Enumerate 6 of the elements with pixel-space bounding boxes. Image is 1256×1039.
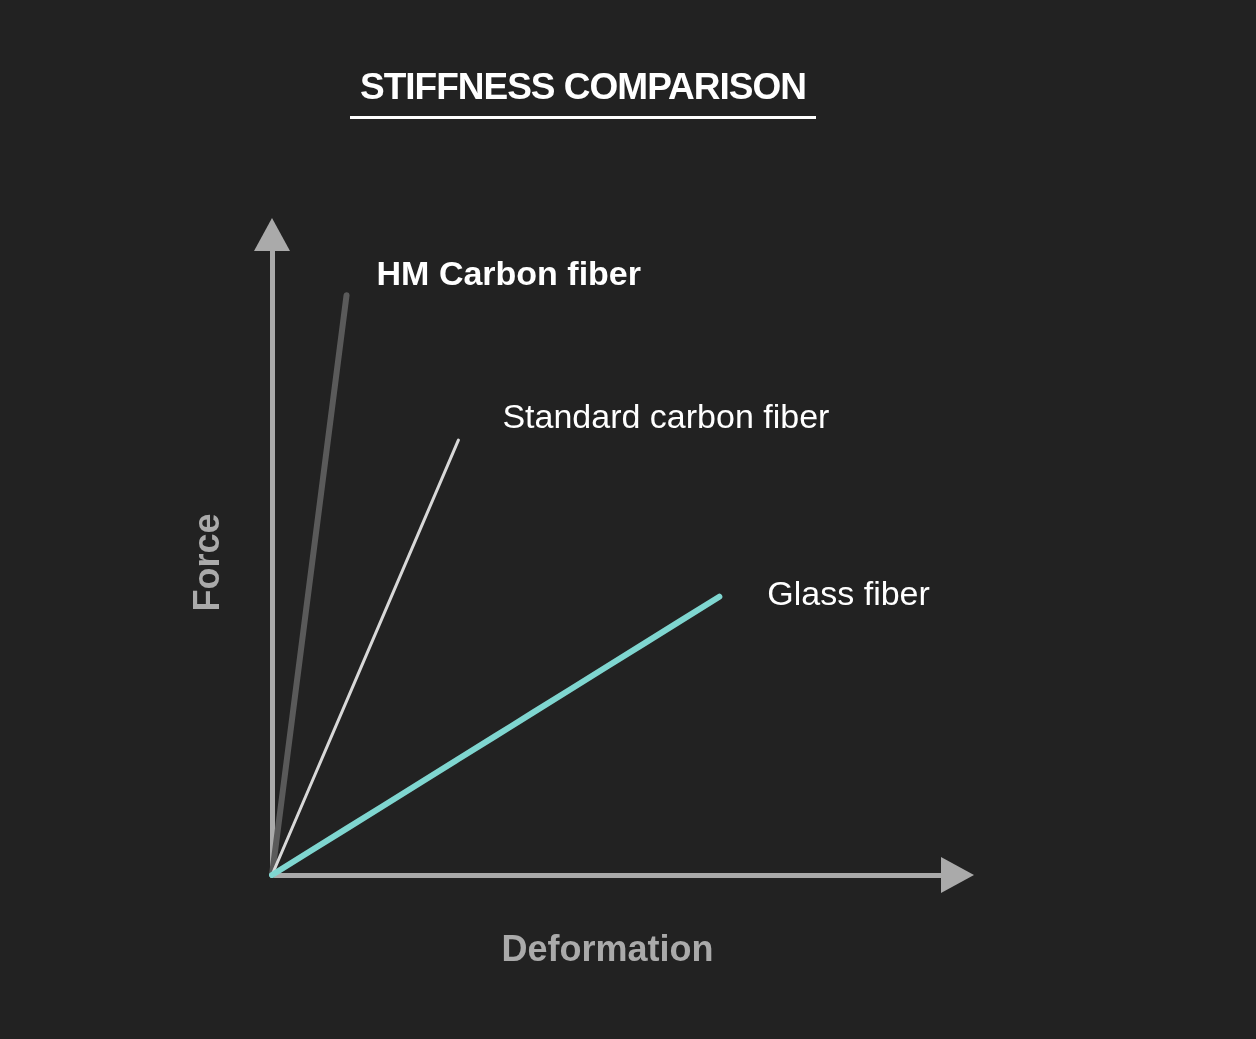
series-label: Glass fiber: [767, 573, 930, 612]
x-axis-title: Deformation: [501, 927, 714, 969]
series-label: HM Carbon fiber: [376, 254, 642, 293]
chart-title: STIFFNESS COMPARISON: [350, 66, 816, 119]
y-axis-title: Force: [185, 513, 227, 612]
series-label: Standard carbon fiber: [502, 397, 830, 436]
